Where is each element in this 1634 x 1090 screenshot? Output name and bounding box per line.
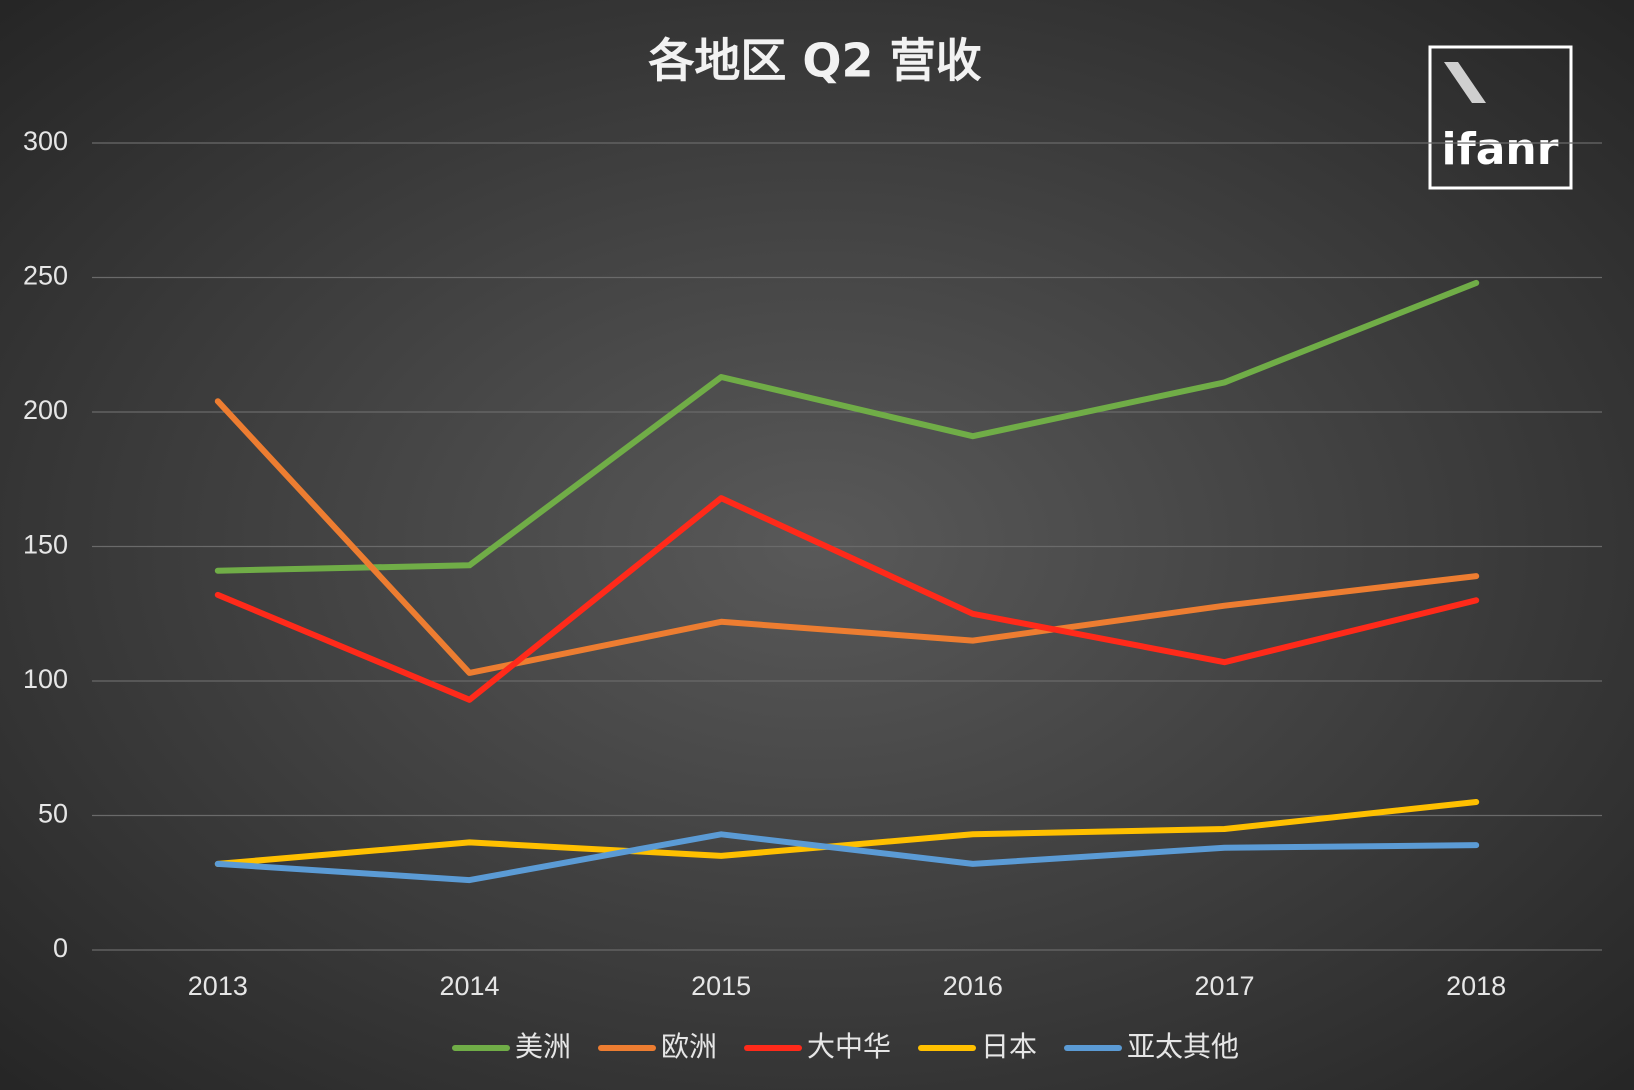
y-tick-label: 150: [23, 530, 68, 560]
chart-title: 各地区 Q2 营收: [648, 34, 981, 88]
x-tick-label: 2015: [691, 971, 751, 1001]
x-tick-label: 2018: [1446, 971, 1506, 1001]
y-tick-label: 300: [23, 126, 68, 156]
series-line: [214, 831, 1480, 884]
legend-label: 日本: [981, 1030, 1037, 1063]
x-tick-label: 2013: [188, 971, 248, 1001]
legend-label: 美洲: [515, 1030, 571, 1063]
legend-label: 大中华: [807, 1030, 891, 1063]
logo: ifanr: [1428, 45, 1573, 190]
y-tick-label: 250: [23, 261, 68, 291]
legend-label: 亚太其他: [1127, 1030, 1239, 1063]
x-tick-label: 2017: [1194, 971, 1254, 1001]
series-line: [214, 799, 1480, 867]
x-tick-label: 2016: [943, 971, 1003, 1001]
y-tick-label: 200: [23, 395, 68, 425]
series-line: [214, 398, 1480, 676]
x-tick-label: 2014: [439, 971, 499, 1001]
logo-slash: [1444, 62, 1486, 103]
series-line: [214, 279, 1480, 574]
y-tick-label: 0: [53, 933, 68, 963]
logo-frame: [1428, 45, 1573, 190]
y-tick-label: 100: [23, 664, 68, 694]
logo-text: ifanr: [1442, 124, 1559, 175]
y-tick-label: 50: [38, 799, 68, 829]
series-line: [214, 495, 1480, 703]
legend-label: 欧洲: [661, 1030, 717, 1063]
